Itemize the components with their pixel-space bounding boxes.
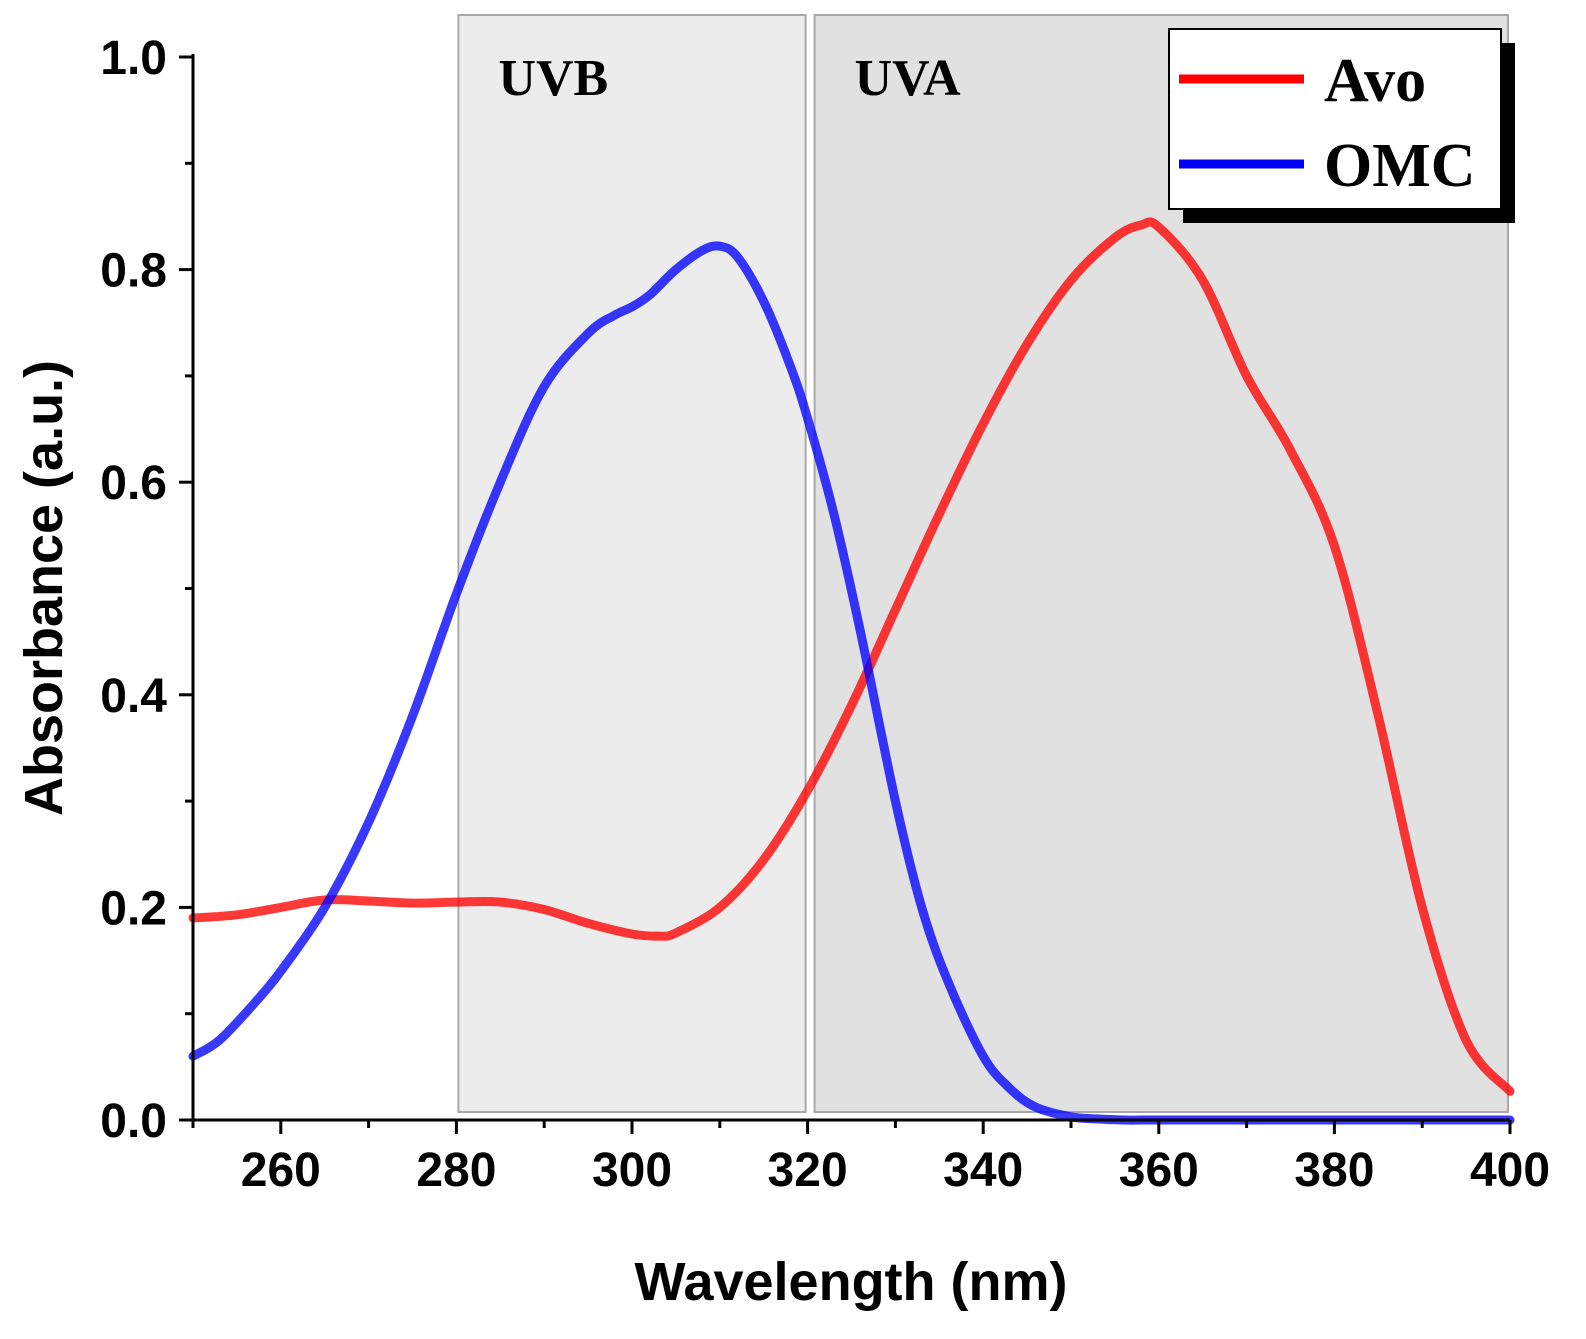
x-tick-label: 320 xyxy=(768,1144,848,1197)
x-tick-label: 360 xyxy=(1119,1144,1199,1197)
y-tick-label: 0.6 xyxy=(100,457,167,510)
y-tick-label: 0.2 xyxy=(100,882,167,935)
y-tick-label: 1.0 xyxy=(100,32,167,85)
x-tick-label: 280 xyxy=(416,1144,496,1197)
x-tick-label: 380 xyxy=(1294,1144,1374,1197)
x-axis-title: Wavelength (nm) xyxy=(634,1252,1067,1312)
x-tick-label: 260 xyxy=(241,1144,321,1197)
region-label-uva: UVA xyxy=(855,50,961,107)
region-label-uvb: UVB xyxy=(498,50,608,107)
uv-regions: UVB UVA xyxy=(457,14,1509,1113)
legend: Avo OMC xyxy=(1168,28,1515,223)
axes: 260 280 300 320 340 360 380 400 0.0 0.2 0.4 0.6 0.8 1… xyxy=(100,32,1550,1197)
legend-box xyxy=(1168,28,1502,210)
y-tick-label: 0.8 xyxy=(100,245,167,298)
legend-label-avo: Avo xyxy=(1324,47,1426,115)
x-tick-label: 340 xyxy=(943,1144,1023,1197)
region-uvb xyxy=(457,14,807,1113)
x-tick-label: 300 xyxy=(592,1144,672,1197)
series-line-avo xyxy=(188,217,1515,1096)
y-tick-label: 0.0 xyxy=(100,1095,167,1148)
legend-label-omc: OMC xyxy=(1324,132,1476,200)
x-tick-label: 400 xyxy=(1470,1144,1550,1197)
y-tick-label: 0.4 xyxy=(100,670,167,723)
y-axis-title: Absorbance (a.u.) xyxy=(14,360,74,816)
